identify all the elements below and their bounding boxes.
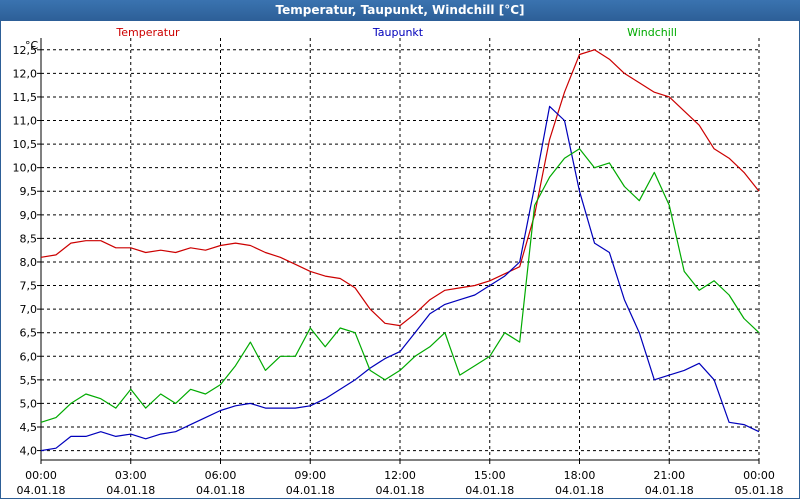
x-tick-date: 04.01.18 [17,484,66,497]
y-tick-label: 8,0 [20,256,38,269]
x-tick-date: 04.01.18 [286,484,335,497]
x-tick-date: 05.01.18 [735,484,784,497]
y-tick-label: 11,0 [13,115,38,128]
y-axis-ticks: 4,0 4,5 5,0 5,5 6,0 6,5 7,0 7,5 8,0 8,5 9,0 9,5 10,0… [13,44,41,458]
chart-title: Temperatur, Taupunkt, Windchill [°C] [0,0,800,21]
y-tick-label: 10,5 [13,138,38,151]
x-tick-time: 12:00 [384,469,416,482]
x-tick-time: 18:00 [564,469,596,482]
y-tick-label: 12,5 [13,44,38,57]
x-tick-time: 00:00 [743,469,775,482]
y-tick-label: 4,0 [20,445,38,458]
y-tick-label: 8,5 [20,232,38,245]
x-tick-date: 04.01.18 [106,484,155,497]
legend-entry-windchill: Windchill [627,26,677,39]
y-tick-label: 7,5 [20,280,38,293]
y-tick-label: 4,5 [20,421,38,434]
y-tick-label: 6,0 [20,350,38,363]
y-tick-label: 9,5 [20,185,38,198]
x-tick-date: 04.01.18 [376,484,425,497]
y-tick-label: 9,0 [20,209,38,222]
series-line-taupunkt [40,105,760,452]
x-tick-date: 04.01.18 [196,484,245,497]
grid-lines [41,38,759,460]
x-tick-time: 09:00 [294,469,326,482]
y-tick-label: 7,0 [20,303,38,316]
legend-entry-taupunkt: Taupunkt [372,26,424,39]
series-line-temperatur [40,49,760,327]
y-tick-label: 11,5 [13,91,38,104]
legend: Temperatur Taupunkt Windchill [115,26,677,39]
legend-entry-temperatur: Temperatur [115,26,180,39]
series-line-windchill [40,148,760,423]
y-axis-label: °C [25,39,39,52]
y-tick-label: 5,0 [20,397,38,410]
y-tick-label: 12,0 [13,67,38,80]
series-lines [40,49,760,452]
x-tick-date: 04.01.18 [555,484,604,497]
x-tick-time: 21:00 [653,469,685,482]
x-axis-ticks: 00:00 04.01.18 03:00 04.01.18 06:00 04.01.18 0… [17,460,784,497]
y-tick-label: 6,5 [20,327,38,340]
x-tick-time: 00:00 [25,469,57,482]
x-tick-time: 15:00 [474,469,506,482]
x-tick-date: 04.01.18 [465,484,514,497]
y-tick-label: 10,0 [13,162,38,175]
x-tick-time: 03:00 [115,469,147,482]
x-tick-date: 04.01.18 [645,484,694,497]
y-tick-label: 5,5 [20,374,38,387]
x-tick-time: 06:00 [205,469,237,482]
